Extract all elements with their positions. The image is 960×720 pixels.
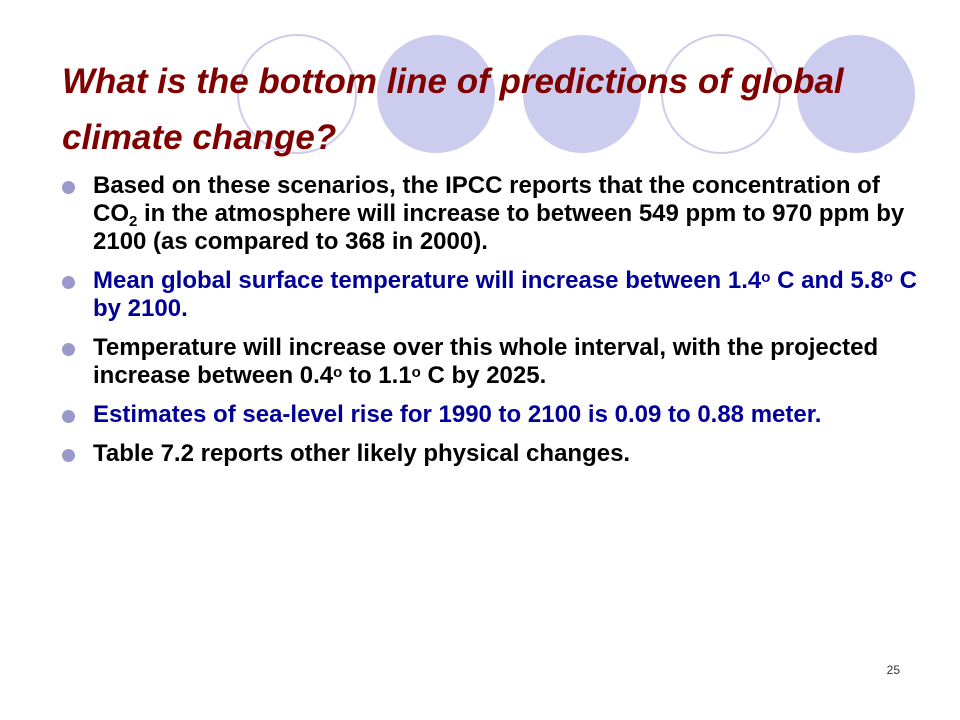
superscript-text: o — [411, 364, 421, 381]
text-run: to 1.1 — [342, 362, 412, 389]
bullet-item: Table 7.2 reports other likely physical … — [62, 440, 922, 468]
bullet-dot-icon — [62, 449, 75, 462]
deco-circle-filled-3 — [797, 35, 915, 153]
deco-circle-filled-2 — [523, 35, 641, 153]
bullet-dot-icon — [62, 343, 75, 356]
bullet-text: Temperature will increase over this whol… — [93, 334, 878, 389]
bullet-text: Mean global surface temperature will inc… — [93, 267, 917, 322]
text-run: Based on these scenarios, the IPCC repor… — [93, 172, 880, 227]
bullet-dot-icon — [62, 276, 75, 289]
bullet-item: Based on these scenarios, the IPCC repor… — [62, 172, 922, 256]
superscript-text: o — [883, 269, 893, 286]
superscript-text: o — [333, 364, 343, 381]
bullet-item: Mean global surface temperature will inc… — [62, 267, 922, 323]
bullet-item: Temperature will increase over this whol… — [62, 334, 922, 390]
text-run: Table 7.2 reports other likely physical … — [93, 440, 631, 467]
bullet-text: Based on these scenarios, the IPCC repor… — [93, 172, 904, 255]
text-run: C by 2025. — [420, 362, 547, 389]
slide-title: What is the bottom line of predictions o… — [62, 62, 844, 157]
bullet-item: Estimates of sea-level rise for 1990 to … — [62, 401, 922, 429]
deco-circle-outline-2 — [661, 34, 781, 154]
text-run: Temperature will increase over this whol… — [93, 334, 879, 389]
bullet-dot-icon — [62, 181, 75, 194]
text-run: Estimates of sea-level rise for 1990 to … — [93, 401, 822, 428]
bullet-text: Table 7.2 reports other likely physical … — [93, 440, 630, 467]
text-run: Mean global surface temperature will inc… — [93, 267, 762, 294]
bullet-list: Based on these scenarios, the IPCC repor… — [62, 172, 922, 479]
text-run: in the atmosphere will increase to betwe… — [93, 200, 905, 255]
bullet-text: Estimates of sea-level rise for 1990 to … — [93, 401, 821, 428]
bullet-dot-icon — [62, 410, 75, 423]
superscript-text: o — [761, 269, 771, 286]
text-run: C and 5.8 — [770, 267, 884, 294]
text-run: C by 2100. — [93, 267, 917, 322]
deco-circle-outline-1 — [237, 34, 357, 154]
page-number: 25 — [886, 663, 900, 677]
deco-circle-filled-1 — [377, 35, 495, 153]
subscript-text: 2 — [129, 213, 138, 230]
